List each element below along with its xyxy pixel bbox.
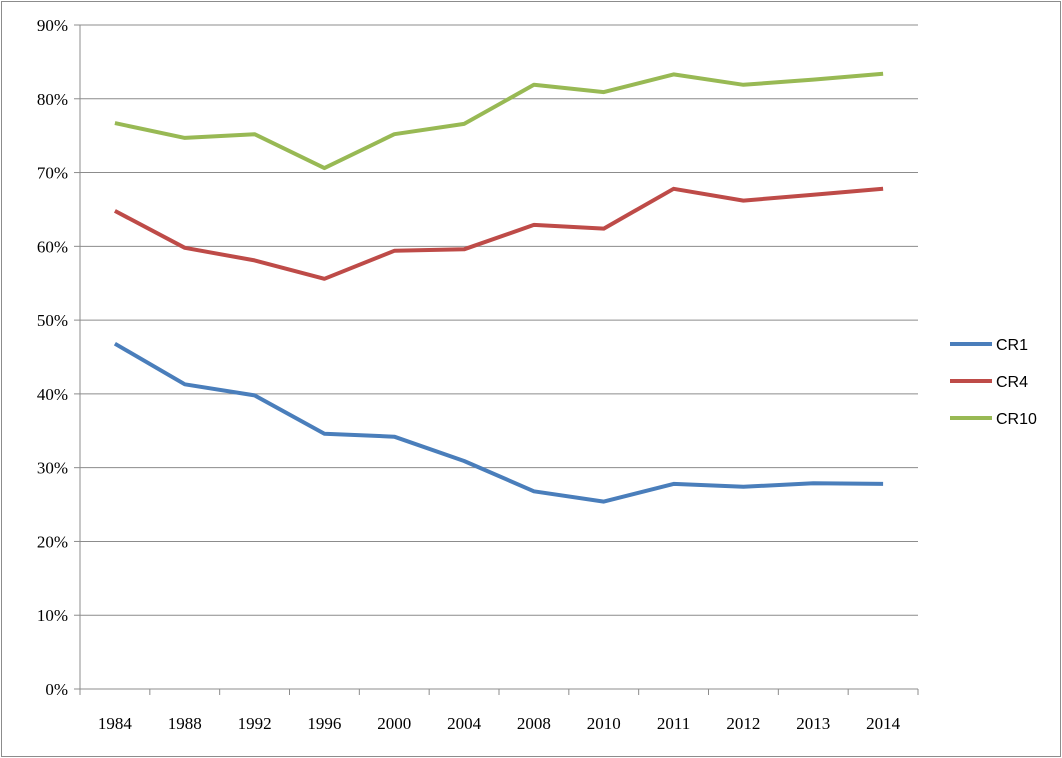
- x-tick-label: 2010: [587, 714, 621, 733]
- gridlines: [80, 24, 918, 616]
- series-line-cr10: [114, 71, 884, 171]
- y-tick-label: 30%: [37, 459, 68, 478]
- legend: CR1 CR4 CR10: [950, 337, 1037, 428]
- y-tick-label: 60%: [37, 237, 68, 256]
- y-axis-tick-labels: 0% 10% 20% 30% 40% 50% 60% 70% 80% 90%: [37, 16, 68, 699]
- y-tick-label: 90%: [37, 16, 68, 35]
- x-tick-label: 2004: [447, 714, 482, 733]
- y-tick-label: 20%: [37, 532, 68, 551]
- x-tick-label: 1996: [307, 714, 341, 733]
- legend-label-cr4: CR4: [996, 374, 1028, 391]
- x-tick-label: 2008: [517, 714, 551, 733]
- series-line-cr1: [113, 341, 884, 504]
- y-tick-label: 70%: [37, 164, 68, 183]
- y-tick-label: 10%: [37, 606, 68, 625]
- y-tick-label: 0%: [45, 680, 68, 699]
- legend-label-cr10: CR10: [996, 411, 1037, 428]
- x-tick-label: 2000: [377, 714, 411, 733]
- series-lines: [113, 71, 884, 504]
- x-tick-label: 2012: [726, 714, 760, 733]
- x-tick-label: 1988: [168, 714, 202, 733]
- x-tick-label: 2011: [657, 714, 690, 733]
- x-tick-label: 2014: [866, 714, 901, 733]
- axes: [74, 24, 919, 695]
- x-tick-label: 1984: [98, 714, 133, 733]
- legend-label-cr1: CR1: [996, 337, 1028, 354]
- y-tick-label: 40%: [37, 385, 68, 404]
- y-tick-label: 50%: [37, 311, 68, 330]
- y-tick-label: 80%: [37, 90, 68, 109]
- series-line-cr4: [113, 186, 884, 281]
- x-tick-label: 2013: [796, 714, 830, 733]
- x-axis-tick-labels: 1984 1988 1992 1996 2000 2004 2008 2010 2011 2012…: [98, 714, 901, 733]
- x-tick-label: 1992: [238, 714, 272, 733]
